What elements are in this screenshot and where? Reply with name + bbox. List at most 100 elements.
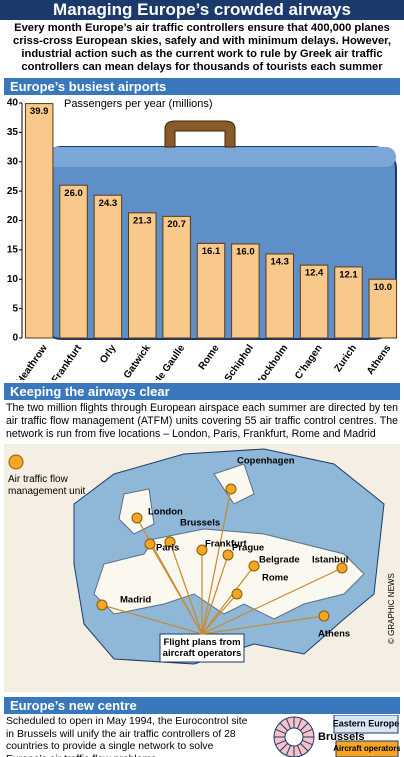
value-label: 39.9 — [30, 106, 49, 117]
spoke — [296, 718, 303, 729]
value-label: 14.3 — [270, 257, 289, 268]
x-tick-label: Orly — [98, 343, 119, 366]
land — [93, 463, 365, 620]
route-line — [201, 593, 238, 635]
city-dot — [336, 562, 348, 574]
y-tick-label: 0 — [12, 333, 18, 344]
value-label: 12.4 — [305, 268, 324, 279]
spoke — [300, 743, 309, 752]
city-dot — [164, 536, 176, 548]
y-tick-label: 20 — [7, 215, 19, 226]
y-tick-label: 15 — [7, 245, 19, 256]
bar — [334, 266, 363, 339]
credit: © GRAPHIC NEWS — [387, 573, 396, 644]
spoke — [302, 728, 313, 735]
flight-plans-label: Flight plans from aircraft operators — [162, 637, 242, 659]
y-tick-label: 5 — [12, 303, 18, 314]
spoke — [285, 745, 292, 756]
section-heading: Europe’s busiest airports — [4, 78, 400, 95]
route-line — [101, 604, 203, 635]
route-line — [201, 615, 325, 635]
x-tick-label: C’hagen — [293, 343, 325, 380]
x-tick-label: Frankfurt — [50, 342, 85, 380]
city-dot — [131, 512, 143, 524]
city-dot — [248, 560, 260, 572]
centre-label: Brussels — [318, 731, 364, 743]
spoke — [279, 743, 288, 752]
value-label: 12.1 — [339, 269, 358, 280]
value-label: 16.0 — [236, 247, 255, 258]
spoke — [275, 739, 286, 746]
city-dot — [144, 538, 156, 550]
bar — [24, 103, 54, 339]
route-line — [201, 567, 343, 635]
value-label: 21.3 — [133, 215, 152, 226]
city-label: Brussels — [180, 518, 220, 529]
y-tick-label: 10 — [7, 274, 19, 285]
y-tick-label: 40 — [7, 98, 19, 109]
x-tick-label: Athens — [365, 343, 394, 377]
bar — [368, 278, 398, 339]
y-tick-label: 25 — [7, 186, 19, 197]
route-line — [201, 488, 232, 635]
city-dot — [196, 544, 208, 556]
city-dot — [231, 588, 243, 600]
y-tick-label: 35 — [7, 127, 19, 138]
suitcase-lid — [40, 147, 396, 167]
city-label: Frankfurt — [205, 539, 248, 550]
section-heading: Europe’s new centre — [4, 697, 400, 714]
chart: Passengers per year (millions) 0 5 10 15 20 2… — [7, 98, 398, 380]
spoke — [302, 739, 313, 746]
y-axis-label: Passengers per year (millions) — [64, 98, 213, 110]
route-line — [149, 543, 203, 635]
bar — [196, 242, 226, 339]
title: Managing Europe’s crowded airways — [0, 0, 404, 20]
x-tick-label: Stockholm — [252, 343, 290, 380]
bar — [231, 243, 260, 339]
bar — [128, 212, 157, 339]
centre-text: Scheduled to open in May 1994, the Euroc… — [6, 716, 248, 757]
value-label: 26.0 — [64, 188, 83, 199]
city-label: Belgrade — [259, 555, 300, 566]
bar — [59, 184, 88, 339]
route-line — [201, 554, 229, 635]
city-label: Athens — [318, 629, 350, 640]
x-tick-label: Heathrow — [15, 343, 50, 380]
section-heading: Keeping the airways clear — [4, 383, 400, 400]
x-tick-label: Gatwick — [122, 343, 153, 380]
suitcase-handle — [164, 120, 236, 148]
city-label: Istanbul — [312, 555, 348, 566]
legend-dot — [8, 454, 24, 470]
x-tick-label: Schiphol — [223, 343, 256, 380]
city-label: Rome — [262, 573, 288, 584]
city-label: Paris — [156, 543, 179, 554]
operators-box — [335, 740, 399, 757]
city-label: Madrid — [120, 595, 151, 606]
city-dot — [222, 549, 234, 561]
x-tick-label: Rome — [197, 343, 222, 372]
hub-centre — [284, 727, 304, 747]
city-label: London — [148, 507, 183, 518]
map: Flight plans from aircraft operators Air… — [4, 444, 400, 692]
intro: Every month Europe’s air traffic control… — [12, 22, 392, 73]
city-label: Copenhagen — [237, 456, 295, 467]
route-line — [169, 541, 203, 635]
bar — [299, 264, 329, 339]
route-line — [201, 565, 255, 635]
city-dot — [96, 599, 108, 611]
value-label: 10.0 — [374, 282, 393, 293]
centre-label: Aircraft operators — [333, 744, 400, 753]
legend-label: Air traffic flow management unit — [8, 474, 86, 497]
bar — [162, 215, 191, 339]
spoke — [285, 718, 292, 729]
x-tick-label: Zurich — [333, 343, 360, 374]
bar — [93, 194, 123, 339]
spoke — [275, 728, 286, 735]
spoke — [296, 745, 303, 756]
bar — [265, 253, 294, 339]
value-label: 16.1 — [202, 246, 221, 257]
spoke — [279, 722, 288, 731]
spoke — [300, 722, 309, 731]
city-dot — [318, 610, 330, 622]
